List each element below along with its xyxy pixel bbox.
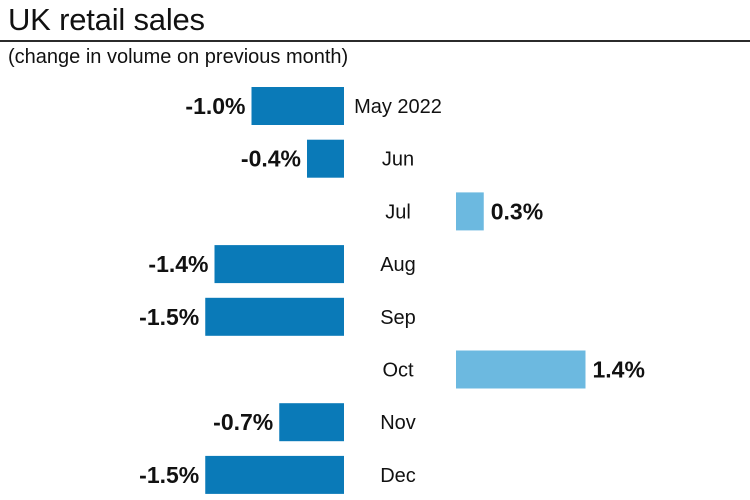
bar [251, 87, 344, 125]
data-label: -1.5% [139, 462, 199, 488]
data-label: -1.5% [139, 304, 199, 330]
category-label: Sep [380, 307, 416, 329]
bar [205, 297, 344, 336]
category-label: Nov [380, 412, 416, 434]
bar [456, 192, 484, 231]
bar [456, 350, 586, 389]
category-label: Aug [380, 254, 416, 276]
data-label: 1.4% [593, 357, 645, 383]
bar [205, 455, 344, 494]
category-label: Dec [380, 465, 416, 487]
category-label: Jul [385, 201, 411, 223]
category-label: Oct [382, 360, 414, 382]
title-divider [0, 40, 750, 42]
data-label: 0.3% [491, 198, 543, 224]
category-label: May 2022 [354, 96, 442, 118]
category-label: Jun [382, 149, 414, 171]
bar [279, 403, 344, 442]
chart-subtitle: (change in volume on previous month) [8, 46, 349, 68]
bar [214, 245, 344, 284]
bar [307, 139, 344, 178]
data-label: -0.4% [241, 146, 301, 172]
data-label: -0.7% [213, 409, 273, 435]
data-label: -1.4% [148, 251, 208, 277]
chart-title: UK retail sales [8, 2, 205, 37]
data-label: -1.0% [185, 93, 245, 119]
